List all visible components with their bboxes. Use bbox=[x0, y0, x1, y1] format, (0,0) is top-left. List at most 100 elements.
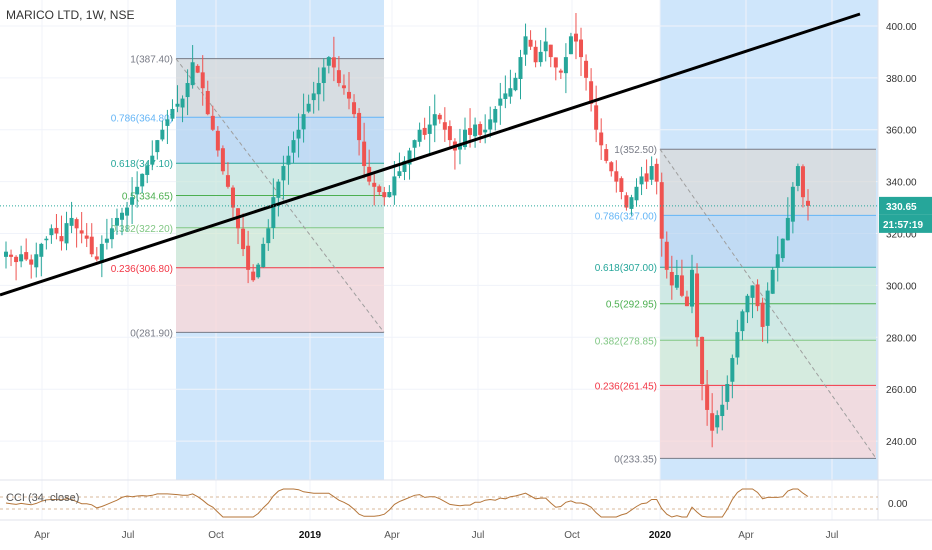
last-price-value: 330.65 bbox=[886, 202, 917, 213]
candle-body bbox=[533, 46, 538, 63]
oscillator-label: CCI (34, close) bbox=[6, 492, 80, 504]
fib-level-label: 0(233.35) bbox=[614, 454, 657, 465]
fib-level-label: 1(387.40) bbox=[130, 55, 173, 66]
candle-body bbox=[473, 124, 478, 137]
candle-body bbox=[49, 228, 54, 236]
candle-body bbox=[427, 124, 432, 134]
candle-body bbox=[432, 114, 437, 126]
candle-body bbox=[155, 140, 160, 153]
candle-body bbox=[135, 186, 140, 195]
candle-body bbox=[346, 91, 351, 99]
candle-body bbox=[402, 160, 407, 172]
candle-body bbox=[311, 93, 316, 101]
candle-body bbox=[553, 57, 558, 68]
candle-body bbox=[120, 212, 125, 220]
cci-axis-label: 0.00 bbox=[888, 499, 908, 510]
candle-body bbox=[286, 155, 291, 165]
candle-body bbox=[442, 122, 447, 130]
candle-body bbox=[256, 264, 261, 278]
candle-body bbox=[140, 173, 145, 187]
candle-body bbox=[795, 166, 800, 186]
candle-body bbox=[705, 384, 710, 410]
candle-body bbox=[150, 155, 155, 165]
candle-body bbox=[251, 271, 256, 281]
candle-body bbox=[114, 217, 119, 226]
fib-band bbox=[660, 215, 876, 268]
candle-body bbox=[659, 182, 664, 239]
candle-body bbox=[775, 254, 780, 268]
time-tick-label: Apr bbox=[738, 530, 754, 541]
candle-body bbox=[720, 404, 725, 417]
candle-body bbox=[644, 173, 649, 182]
trendline bbox=[0, 12, 861, 297]
candle-body bbox=[770, 269, 775, 294]
candle-body bbox=[316, 83, 321, 95]
candle-body bbox=[508, 88, 513, 97]
candle-body bbox=[750, 285, 755, 298]
candle-body bbox=[276, 181, 281, 198]
fib-band bbox=[660, 149, 876, 216]
candle-body bbox=[39, 243, 44, 257]
countdown-timer: 21:57:19 bbox=[883, 220, 923, 231]
candle-body bbox=[478, 124, 483, 135]
candle-body bbox=[246, 245, 251, 270]
candle-body bbox=[568, 36, 573, 55]
price-tick-label: 260.00 bbox=[886, 385, 917, 396]
fib-level-label: 0.786(327.00) bbox=[595, 211, 657, 222]
candle-body bbox=[301, 114, 306, 130]
candle-body bbox=[271, 197, 276, 229]
time-tick-label: Oct bbox=[564, 530, 580, 541]
candle-body bbox=[573, 33, 578, 42]
candle-body bbox=[205, 90, 210, 115]
candle-body bbox=[397, 171, 402, 177]
candle-body bbox=[336, 70, 341, 84]
candle-body bbox=[780, 238, 785, 259]
candle-body bbox=[417, 129, 422, 142]
candle-body bbox=[584, 60, 589, 78]
price-tick-label: 320.00 bbox=[886, 230, 917, 241]
fib-level-label: 0.618(307.00) bbox=[595, 263, 657, 274]
candle-body bbox=[725, 384, 730, 402]
candle-body bbox=[306, 103, 311, 112]
candle-body bbox=[321, 67, 326, 84]
candle-body bbox=[185, 83, 190, 98]
countdown-tag bbox=[879, 214, 932, 233]
fib-level-label: 0.5(292.95) bbox=[606, 300, 657, 311]
candle-body bbox=[4, 251, 8, 257]
fib-level-label: 0(281.90) bbox=[130, 328, 173, 339]
candle-body bbox=[654, 163, 659, 182]
candle-body bbox=[210, 115, 215, 130]
candle-body bbox=[790, 186, 795, 222]
time-tick-label: Oct bbox=[208, 530, 224, 541]
candle-body bbox=[538, 51, 543, 63]
candle-body bbox=[669, 271, 674, 286]
candle-body bbox=[89, 236, 94, 255]
candle-body bbox=[649, 166, 654, 180]
candle-body bbox=[331, 57, 336, 68]
candle-body bbox=[165, 119, 170, 126]
candle-body bbox=[800, 166, 805, 198]
candle-body bbox=[170, 108, 175, 119]
candle-body bbox=[679, 275, 684, 296]
fib-band bbox=[176, 195, 384, 228]
candle-body bbox=[215, 130, 220, 151]
fib-band bbox=[176, 267, 384, 333]
candle-body bbox=[609, 162, 614, 172]
fib-level-label: 0.382(278.85) bbox=[595, 336, 657, 347]
candle-body bbox=[503, 93, 508, 99]
time-tick-label: Jul bbox=[472, 530, 485, 541]
candle-body bbox=[412, 140, 417, 148]
candle-body bbox=[362, 141, 367, 167]
candle-body bbox=[730, 358, 735, 382]
candle-body bbox=[341, 85, 346, 89]
candle-body bbox=[220, 148, 225, 172]
candle-body bbox=[715, 415, 720, 428]
candle-body bbox=[493, 108, 498, 123]
candle-body bbox=[422, 127, 427, 135]
candle-body bbox=[528, 39, 533, 47]
candle-body bbox=[674, 275, 679, 288]
candle-body bbox=[689, 269, 694, 307]
candle-body bbox=[352, 102, 357, 115]
